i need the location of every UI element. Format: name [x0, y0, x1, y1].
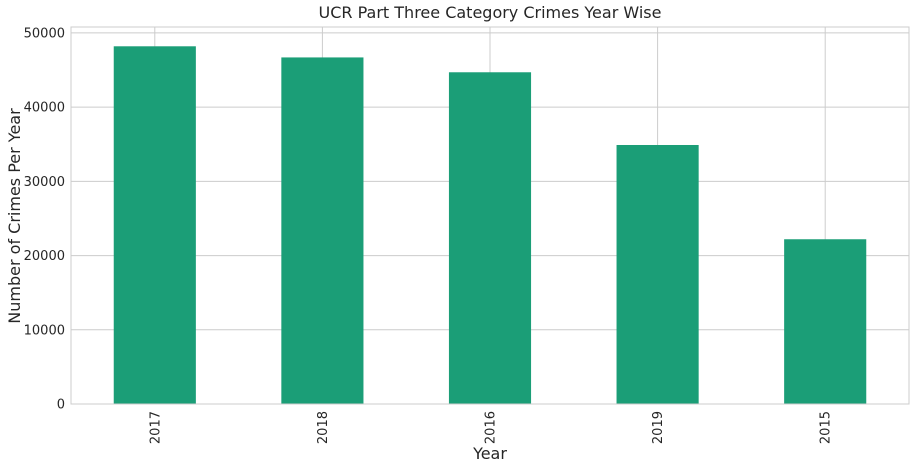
y-tick-labels: 0 10000 20000 30000 40000 50000	[24, 26, 65, 412]
chart-title: UCR Part Three Category Crimes Year Wise	[319, 3, 662, 22]
y-tick-label: 10000	[24, 323, 65, 338]
x-tick-label: 2017	[148, 411, 163, 444]
y-tick-label: 20000	[24, 249, 65, 264]
x-tick-label: 2019	[651, 411, 666, 444]
x-tick-label: 2018	[316, 411, 331, 444]
y-tick-label: 50000	[24, 26, 65, 41]
bar-2018	[281, 57, 364, 405]
y-tick-label: 30000	[24, 175, 65, 190]
x-tick-label: 2016	[484, 411, 499, 444]
y-tick-label: 0	[57, 398, 65, 413]
bar-2017	[113, 46, 196, 404]
x-tick-label: 2015	[819, 411, 834, 444]
y-tick-label: 40000	[24, 101, 65, 116]
bar-2015	[784, 239, 867, 404]
x-tick-labels: 2017 2018 2016 2019 2015	[148, 411, 833, 444]
bar-2019	[616, 144, 699, 404]
bars	[113, 46, 867, 405]
y-axis-title: Number of Crimes Per Year	[5, 108, 24, 324]
plot-frame	[70, 26, 910, 405]
x-axis-title: Year	[472, 444, 507, 463]
bar-2016	[448, 72, 532, 404]
